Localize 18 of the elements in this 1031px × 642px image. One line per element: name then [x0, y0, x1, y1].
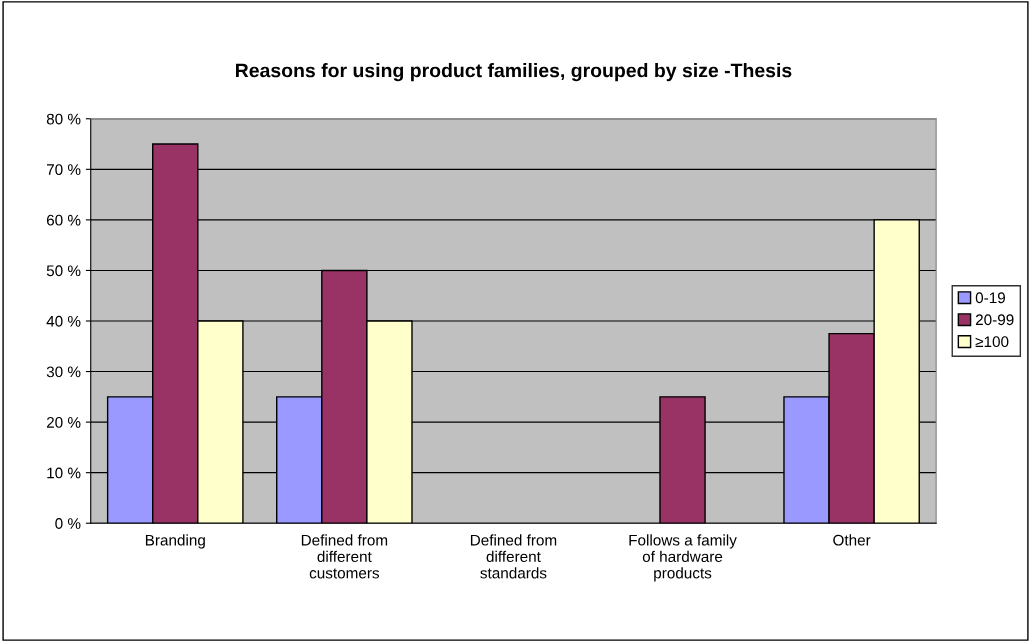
x-tick-label: Follows a family of hardware products: [629, 534, 737, 582]
y-tick-label: 50 %: [46, 265, 81, 277]
x-tick-label: Branding: [145, 534, 205, 549]
y-tick-label: 70 %: [46, 164, 81, 176]
y-tick-label: 30 %: [46, 366, 81, 378]
y-tick-label: 10 %: [47, 467, 81, 479]
legend-label: ≥100: [975, 336, 1009, 348]
legend-label: 0-19: [975, 292, 1006, 304]
y-tick-label: 40 %: [46, 315, 81, 327]
x-tick-label: Other: [833, 534, 871, 546]
chart-title: Reasons for using product families, grouped by size -Thesis: [236, 63, 792, 82]
y-tick-label: 0 %: [55, 518, 81, 529]
x-tick-label: Defined from different standards: [470, 534, 557, 579]
y-tick-label: 60 %: [46, 214, 81, 226]
y-tick-label: 20 %: [46, 416, 81, 428]
y-tick-label: 80 %: [46, 113, 81, 125]
legend-label: 20-99: [975, 314, 1014, 326]
x-tick-label: Defined from different customers: [301, 534, 388, 579]
